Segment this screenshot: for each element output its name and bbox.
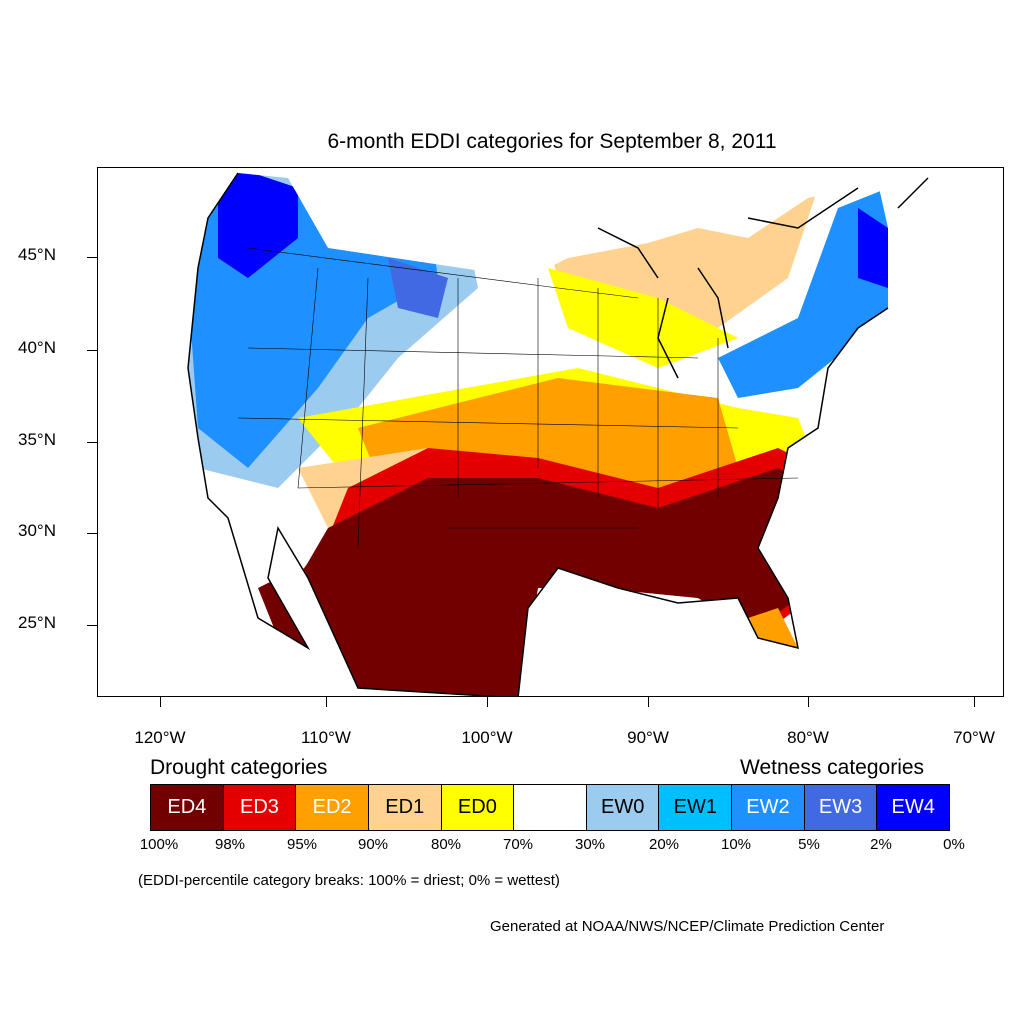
wetness-legend-title: Wetness categories bbox=[740, 756, 925, 779]
category-legend: ED4 ED3 ED2 ED1 ED0 EW0 EW1 EW2 EW3 EW4 bbox=[150, 784, 950, 831]
lon-tick-mark bbox=[487, 697, 488, 707]
lat-tick-mark bbox=[87, 442, 97, 443]
break-label: 5% bbox=[798, 836, 820, 853]
lon-tick-mark bbox=[974, 697, 975, 707]
credit-line: Generated at NOAA/NWS/NCEP/Climate Predi… bbox=[490, 918, 885, 935]
category-fill bbox=[188, 173, 888, 696]
lat-tick-mark bbox=[87, 350, 97, 351]
legend-cell-ew0: EW0 bbox=[586, 785, 660, 830]
lon-tick-mark bbox=[648, 697, 649, 707]
lat-tick-label: 40°N bbox=[18, 338, 56, 357]
break-label: 90% bbox=[357, 836, 389, 853]
category-note: (EDDI-percentile category breaks: 100% =… bbox=[138, 872, 560, 889]
legend-cell-ed2: ED2 bbox=[296, 785, 369, 830]
lon-tick-mark bbox=[808, 697, 809, 707]
break-label: 20% bbox=[648, 836, 680, 853]
lat-tick-label: 45°N bbox=[18, 245, 56, 264]
drought-legend-title: Drought categories bbox=[150, 756, 328, 779]
legend-cell-normal bbox=[514, 785, 587, 830]
break-label: 2% bbox=[870, 836, 892, 853]
lon-tick-mark bbox=[326, 697, 327, 707]
break-label: 95% bbox=[286, 836, 318, 853]
legend-cell-ed4: ED4 bbox=[151, 785, 224, 830]
legend-cell-ew2: EW2 bbox=[732, 785, 805, 830]
lon-tick-label: 100°W bbox=[461, 728, 513, 747]
break-label: 100% bbox=[139, 836, 179, 853]
break-label: 80% bbox=[430, 836, 462, 853]
lon-tick-label: 70°W bbox=[953, 728, 995, 747]
lat-tick-label: 25°N bbox=[18, 613, 56, 632]
legend-cell-ed0: ED0 bbox=[441, 785, 515, 830]
lon-tick-label: 80°W bbox=[787, 728, 829, 747]
break-label: 98% bbox=[214, 836, 246, 853]
lat-tick-mark bbox=[87, 257, 97, 258]
lon-tick-label: 90°W bbox=[627, 728, 669, 747]
legend-cell-ew3: EW3 bbox=[804, 785, 878, 830]
legend-cell-ew1: EW1 bbox=[659, 785, 733, 830]
break-label: 30% bbox=[574, 836, 606, 853]
legend-cell-ew4: EW4 bbox=[877, 785, 950, 830]
lon-tick-mark bbox=[160, 697, 161, 707]
eddi-map bbox=[97, 167, 1004, 697]
legend-cell-ed3: ED3 bbox=[223, 785, 297, 830]
break-label: 70% bbox=[502, 836, 534, 853]
eddi-map-svg bbox=[187, 172, 929, 696]
legend-cell-ed1: ED1 bbox=[368, 785, 442, 830]
state-borders bbox=[237, 247, 799, 549]
coastlines bbox=[187, 172, 929, 696]
break-label: 10% bbox=[720, 836, 752, 853]
lat-tick-label: 30°N bbox=[18, 521, 56, 540]
lat-tick-mark bbox=[87, 625, 97, 626]
lat-tick-label: 35°N bbox=[18, 430, 56, 449]
lon-tick-label: 110°W bbox=[301, 728, 351, 747]
lat-tick-mark bbox=[87, 533, 97, 534]
lon-tick-label: 120°W bbox=[134, 728, 186, 747]
map-title: 6-month EDDI categories for September 8,… bbox=[327, 130, 777, 153]
break-label: 0% bbox=[943, 836, 965, 853]
